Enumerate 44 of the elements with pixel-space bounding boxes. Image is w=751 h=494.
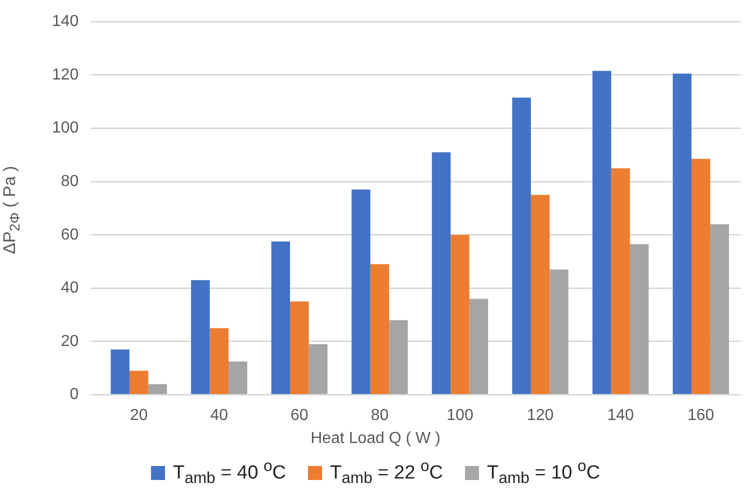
x-tick-label: 140: [607, 406, 634, 424]
y-tick-label: 0: [70, 386, 79, 404]
bar: [389, 320, 408, 394]
bar: [148, 384, 167, 394]
legend-label: T$_{amb}$ = 40 $^{o}$C: [172, 458, 286, 488]
x-tick-label: 20: [130, 406, 148, 424]
bar: [512, 98, 531, 394]
x-tick-label: 40: [210, 406, 228, 424]
x-tick-label: 160: [688, 406, 714, 424]
x-tick-label: 80: [370, 406, 389, 424]
y-tick-label: 120: [52, 66, 79, 84]
y-tick-label: 20: [60, 332, 79, 350]
bar: [228, 361, 248, 394]
x-axis-title: Heat Load Q ( W ): [310, 430, 442, 448]
bar: [530, 194, 550, 394]
x-tick-label: 120: [526, 406, 554, 424]
bar: [271, 242, 290, 394]
bar: [630, 244, 649, 394]
bar: [710, 224, 729, 394]
bar: [129, 370, 148, 394]
bar: [308, 344, 328, 394]
bar: [110, 349, 130, 394]
bar: [672, 74, 692, 394]
y-tick-label: 100: [52, 120, 79, 137]
bar: [210, 328, 228, 394]
bar: [592, 70, 612, 394]
bar: [370, 264, 390, 394]
y-tick-label: 60: [60, 226, 79, 244]
legend-label: T$_{amb}$ = 10 $^{o}$C: [487, 458, 600, 488]
y-tick-label: 80: [60, 172, 79, 190]
bar: [550, 270, 568, 394]
legend-label: T$_{amb}$ = 22 $^{o}$C: [330, 458, 444, 488]
x-tick-label: 60: [290, 406, 308, 424]
y-tick-label: 140: [52, 13, 79, 30]
bar: [611, 168, 630, 394]
y-tick-label: 40: [60, 280, 79, 297]
bar: [450, 234, 470, 394]
bar: [691, 158, 710, 394]
bar: [352, 190, 370, 394]
x-tick-label: 100: [446, 406, 474, 424]
bar: [290, 302, 309, 394]
bar: [469, 298, 488, 394]
bar: [191, 280, 210, 394]
bar: [432, 152, 451, 394]
